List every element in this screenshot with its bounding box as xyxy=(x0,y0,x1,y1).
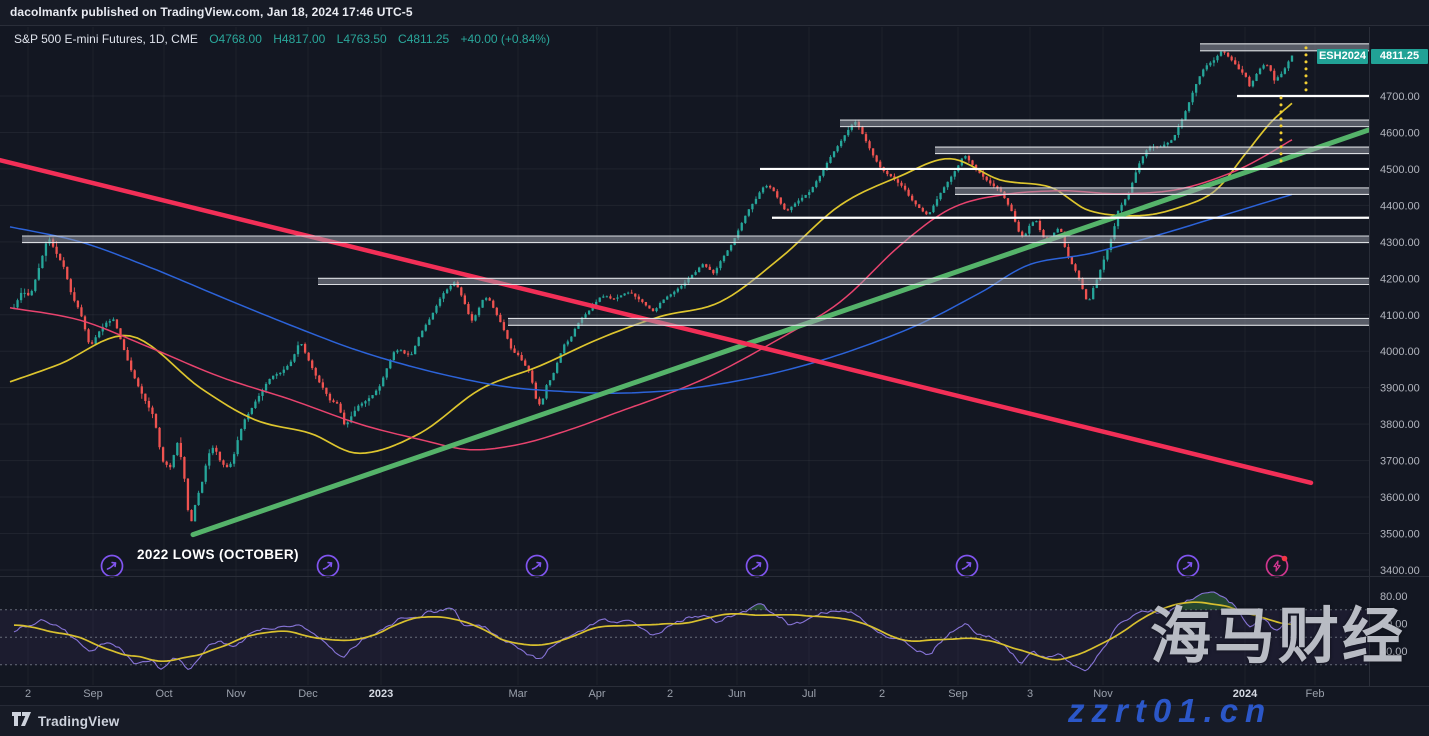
price-axis-label: 3800.00 xyxy=(1380,419,1420,431)
time-axis-label: 2 xyxy=(25,688,31,700)
price-axis-label: 4600.00 xyxy=(1380,127,1420,139)
idea-marker-icon[interactable] xyxy=(1176,554,1200,578)
time-axis-label: Mar xyxy=(509,688,528,700)
time-axis-label: 2024 xyxy=(1233,688,1258,700)
level-bands xyxy=(22,43,1369,326)
url-watermark: zzrt01.cn xyxy=(1068,692,1273,729)
last-price-label: 4811.25 xyxy=(1371,49,1428,64)
time-axis-label: 2 xyxy=(879,688,885,700)
price-axis-label: 3600.00 xyxy=(1380,492,1420,504)
candles xyxy=(12,51,1294,522)
time-axis-label: Sep xyxy=(83,688,103,700)
time-axis-label: Nov xyxy=(1093,688,1113,700)
lows-annotation[interactable]: 2022 LOWS (OCTOBER) xyxy=(137,547,299,562)
axes: 4700.00 4600.00 4500.00 4400.00 4300.00 4200.… xyxy=(25,91,1420,700)
time-axis-label: Sep xyxy=(948,688,968,700)
tradingview-brand-text[interactable]: TradingView xyxy=(38,713,120,729)
publish-bar-text: dacolmanfx published on TradingView.com,… xyxy=(10,5,413,19)
time-axis-label: Jul xyxy=(802,688,816,700)
time-axis-label: 2 xyxy=(667,688,673,700)
rsi-axis-label: 40.00 xyxy=(1380,646,1408,658)
price-pane xyxy=(0,43,1369,538)
idea-marker-icon[interactable] xyxy=(745,554,769,578)
rsi-axis-label: 60.00 xyxy=(1380,619,1408,631)
price-axis-label: 3400.00 xyxy=(1380,565,1420,577)
legend-high: H4817.00 xyxy=(273,32,326,46)
idea-marker-icon[interactable] xyxy=(955,554,979,578)
price-axis-label: 3700.00 xyxy=(1380,456,1420,468)
ma-slow-blue xyxy=(9,193,1293,394)
price-axis-label: 4000.00 xyxy=(1380,346,1420,358)
rsi-axis-label: 80.00 xyxy=(1380,591,1408,603)
time-axis-label: Nov xyxy=(226,688,246,700)
price-axis-label: 4300.00 xyxy=(1380,237,1420,249)
contract-label: ESH2024 xyxy=(1317,49,1368,64)
price-axis-label: 4400.00 xyxy=(1380,200,1420,212)
time-axis-label: Apr xyxy=(588,688,605,700)
price-axis-label: 3900.00 xyxy=(1380,383,1420,395)
flash-marker-icon[interactable] xyxy=(1265,554,1289,578)
legend-change: +40.00 (+0.84%) xyxy=(460,32,550,46)
time-axis-label: Feb xyxy=(1306,688,1325,700)
ma-mid-pink xyxy=(9,139,1293,451)
chart-legend[interactable]: S&P 500 E-mini Futures, 1D, CME O4768.00… xyxy=(14,32,550,46)
time-axis-label: 3 xyxy=(1027,688,1033,700)
rsi-pane xyxy=(0,591,1369,672)
tradingview-logo-icon[interactable] xyxy=(12,711,31,731)
price-axis-label: 4200.00 xyxy=(1380,273,1420,285)
publish-bar: dacolmanfx published on TradingView.com,… xyxy=(0,0,1429,26)
legend-open: O4768.00 xyxy=(209,32,262,46)
gridlines xyxy=(0,27,1369,685)
time-axis-label: Oct xyxy=(155,688,172,700)
footer-bar: TradingView xyxy=(0,705,1429,736)
price-axis-label: 3500.00 xyxy=(1380,529,1420,541)
legend-low: L4763.50 xyxy=(336,32,387,46)
rsi-ma-line xyxy=(13,601,1293,663)
idea-marker-icon[interactable] xyxy=(525,554,549,578)
price-axis-label: 4100.00 xyxy=(1380,310,1420,322)
legend-symbol[interactable]: S&P 500 E-mini Futures, 1D, CME xyxy=(14,32,198,46)
time-axis-label: Dec xyxy=(298,688,318,700)
idea-marker-icon[interactable] xyxy=(100,554,124,578)
uptrend-green xyxy=(190,127,1369,538)
legend-close: C4811.25 xyxy=(398,32,450,46)
time-axis-label: 2023 xyxy=(369,688,393,700)
cjk-watermark: 海马财经 xyxy=(1150,602,1407,670)
time-axis-label: Jun xyxy=(728,688,746,700)
price-axis-label: 4500.00 xyxy=(1380,164,1420,176)
idea-marker-icon[interactable] xyxy=(316,554,340,578)
price-axis-label: 4700.00 xyxy=(1380,91,1420,103)
